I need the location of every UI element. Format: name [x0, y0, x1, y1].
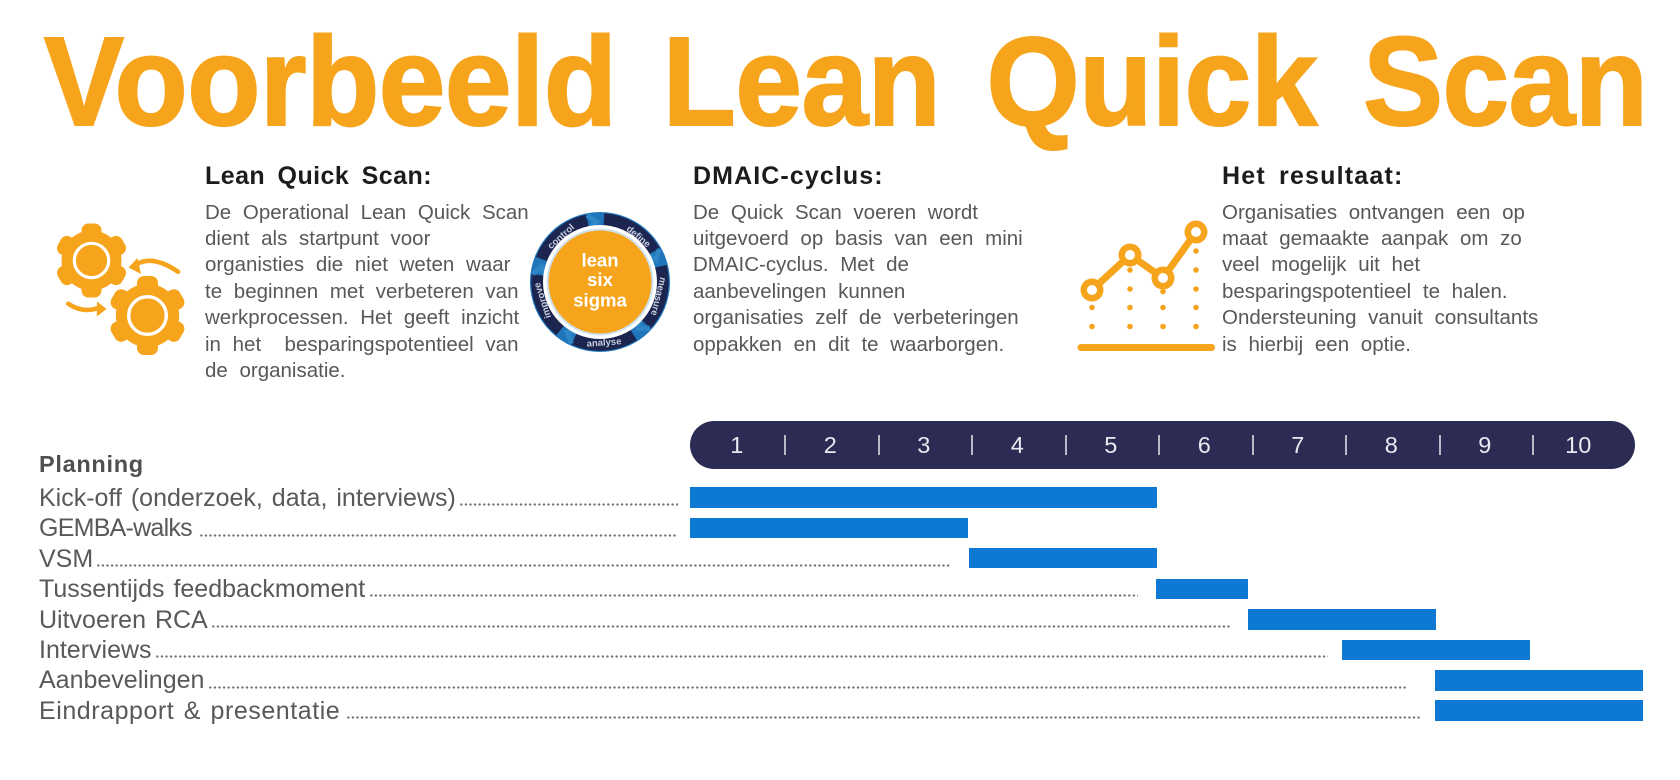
svg-text:lean: lean	[581, 250, 618, 271]
svg-text:six: six	[587, 269, 613, 290]
svg-text:analyse: analyse	[586, 336, 622, 349]
svg-text:sigma: sigma	[573, 290, 627, 311]
